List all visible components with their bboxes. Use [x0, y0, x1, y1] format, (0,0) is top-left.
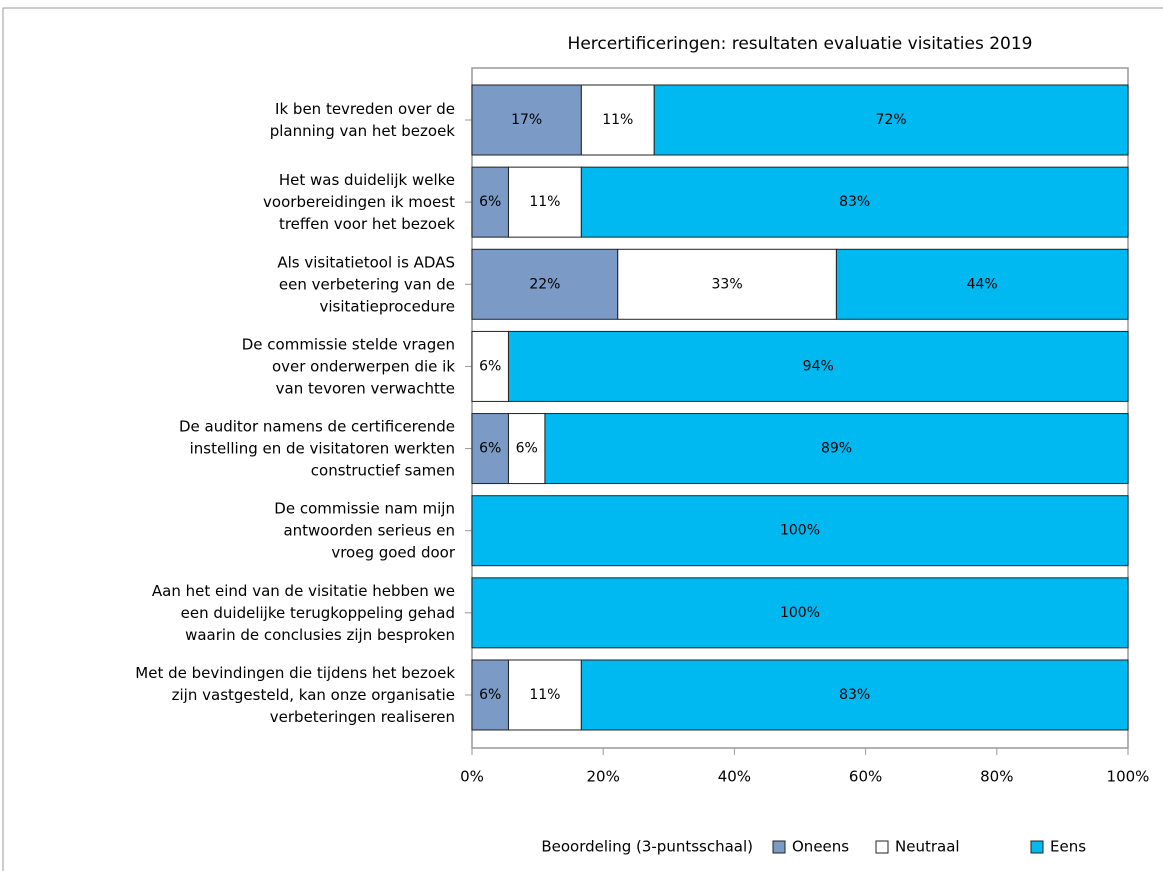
data-label: 33%	[712, 276, 743, 292]
y-tick-label: De commissie stelde vragen over onderwerp…	[242, 335, 456, 397]
data-label: 6%	[516, 441, 538, 457]
bar-segment	[507, 330, 1129, 402]
x-tick-label: 40%	[718, 768, 751, 786]
data-label: 11%	[602, 112, 633, 128]
data-label: 89%	[821, 441, 852, 457]
y-tick-label: Het was duidelijk welke voorbereidingen i…	[263, 171, 455, 233]
bar-segment	[835, 248, 1129, 320]
x-tick-label: 60%	[849, 768, 882, 786]
data-label: 6%	[479, 358, 501, 374]
bar-segment	[471, 577, 1129, 649]
data-label: 94%	[803, 358, 834, 374]
bar-segment	[580, 84, 655, 156]
data-label: 11%	[529, 687, 560, 703]
bar-segment	[471, 166, 509, 238]
legend-swatch	[772, 840, 786, 854]
bar-segment	[580, 166, 1129, 238]
y-tick-label: Met de bevindingen die tijdens het bezoe…	[135, 663, 455, 725]
data-label: 22%	[529, 276, 560, 292]
legend-swatch	[875, 840, 889, 854]
data-label: 6%	[479, 687, 501, 703]
y-tick-label: Ik ben tevreden over de planning van het …	[270, 100, 456, 140]
bar-segment	[544, 413, 1129, 485]
bar-segment	[471, 659, 509, 731]
legend-label: Oneens	[792, 838, 849, 856]
data-label: 6%	[479, 441, 501, 457]
bar-segment	[471, 330, 509, 402]
frame	[2, 7, 1163, 871]
plot-frame	[471, 67, 1129, 749]
data-label: 72%	[876, 112, 907, 128]
data-label: 100%	[780, 605, 820, 621]
x-tick-label: 80%	[980, 768, 1013, 786]
legend-swatch	[1030, 840, 1044, 854]
bar-segment	[617, 248, 837, 320]
y-tick-label: Als visitatietool is ADAS een verbetering…	[277, 253, 455, 315]
data-label: 83%	[839, 687, 870, 703]
data-label: 100%	[780, 523, 820, 539]
bar-segment	[507, 166, 582, 238]
y-tick-label: De auditor namens de certificerende inste…	[179, 417, 455, 479]
bar-segment	[471, 248, 619, 320]
data-label: 83%	[839, 194, 870, 210]
y-tick-label: Aan het eind van de visitatie hebben we e…	[152, 581, 455, 643]
y-tick-label: De commissie nam mijn antwoorden serieus …	[274, 499, 456, 561]
legend-title: Beoordeling (3-puntsschaal)	[541, 838, 753, 856]
bar-segment	[471, 84, 582, 156]
bar-segment	[580, 659, 1129, 731]
chart-title: Hercertificeringen: resultaten evaluatie…	[568, 34, 1033, 54]
data-label: 6%	[479, 194, 501, 210]
bar-segment	[471, 495, 1129, 567]
legend-label: Eens	[1050, 838, 1086, 856]
legend-label: Neutraal	[895, 838, 960, 856]
bar-segment	[653, 84, 1129, 156]
x-tick-label: 100%	[1107, 768, 1150, 786]
bar-segment	[471, 413, 509, 485]
data-label: 11%	[529, 194, 560, 210]
data-label: 44%	[967, 276, 998, 292]
x-tick-label: 0%	[460, 768, 484, 786]
data-label: 17%	[511, 112, 542, 128]
x-tick-label: 20%	[587, 768, 620, 786]
